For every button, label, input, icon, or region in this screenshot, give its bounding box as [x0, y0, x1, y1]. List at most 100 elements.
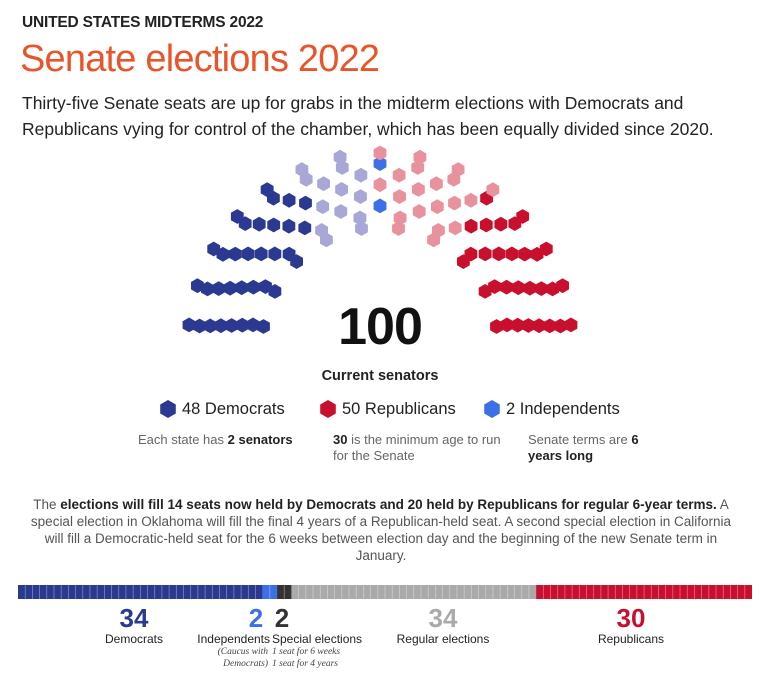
seat-hexagon — [451, 162, 465, 177]
seat-hexagon — [430, 199, 444, 215]
seat-hexagon — [235, 317, 249, 333]
total-senators: 100 — [338, 298, 423, 356]
seat-hexagon — [373, 156, 387, 171]
republicans-count: 30 — [616, 603, 646, 633]
seat-hexagon — [247, 279, 260, 295]
special-elections-note-2: 1 seat for 4 years — [272, 659, 338, 669]
independents-count: 2 — [248, 603, 264, 633]
fact-senators-per-state: Each state has 2 senators — [138, 432, 293, 447]
seat-hexagon — [201, 281, 214, 297]
seat-hexagon — [259, 279, 272, 294]
seat-hexagon — [353, 210, 367, 226]
seat-hexagon — [464, 246, 478, 262]
seat-hexagon — [430, 176, 443, 192]
special-elections-segment — [277, 585, 292, 599]
seat-hexagon — [523, 280, 537, 296]
seat-hexagon — [228, 246, 242, 262]
legend-independents: 2 Independents — [482, 397, 620, 421]
seat-hexagon — [516, 209, 530, 224]
seat-hexagon — [317, 176, 330, 192]
seat-hexagon — [534, 281, 548, 296]
seat-hexagon — [254, 246, 268, 262]
seat-hexagon — [448, 195, 461, 211]
seat-hexagon — [393, 210, 407, 226]
seat-hexagon — [464, 218, 478, 234]
seat-hexagon — [505, 246, 519, 262]
independents-label: Independents — [197, 632, 270, 646]
seat-hexagon — [564, 317, 578, 333]
democrat-hexagon-icon — [160, 400, 176, 418]
republicans-segment — [536, 585, 752, 599]
current-senators-label: Current senators — [321, 368, 439, 384]
democrats-label: Democrats — [104, 632, 163, 646]
seat-hexagon — [500, 279, 513, 295]
seat-hexagon — [267, 217, 281, 233]
kicker: UNITED STATES MIDTERMS 2022 — [22, 14, 264, 31]
seat-hexagon — [225, 318, 238, 333]
regular-elections-label: Regular elections — [396, 632, 490, 646]
regular-elections-count: 34 — [428, 603, 458, 633]
fact-minimum-age: 30 is the minimum age to run for the Sen… — [333, 432, 501, 463]
seat-hexagon — [268, 246, 282, 262]
seat-hexagon — [334, 204, 348, 219]
seat-hexagon — [373, 198, 387, 214]
seat-hexagon — [230, 209, 244, 224]
seat-breakdown-bar — [18, 585, 752, 599]
seat-hexagon — [333, 149, 347, 165]
seat-hexagon — [295, 162, 309, 177]
seat-hexagon — [257, 319, 270, 334]
seat-hexagon — [315, 223, 328, 238]
seat-hexagon — [412, 204, 426, 219]
seat-hexagon — [191, 278, 204, 294]
seat-hexagon — [354, 189, 367, 204]
seat-hexagon — [464, 192, 478, 208]
page-title: Senate elections 2022 — [20, 38, 380, 80]
special-elections-note-1: 1 seat for 6 weeks — [272, 647, 341, 657]
elections-paragraph: The elections will fill 14 seats now hel… — [30, 497, 732, 563]
seat-hexagon — [235, 280, 249, 296]
independent-hexagon-icon — [484, 400, 500, 418]
seat-hexagon — [212, 281, 226, 296]
seat-hexagon — [479, 217, 493, 233]
seat-hexagon — [373, 177, 387, 193]
seat-hexagon — [392, 221, 405, 236]
seat-hexagon — [490, 319, 503, 334]
seat-hexagon — [539, 241, 553, 257]
seat-hexagon — [413, 149, 427, 165]
seat-hexagon — [373, 145, 387, 161]
seat-hexagon — [282, 246, 296, 262]
seat-hexagon — [494, 216, 508, 232]
seat-hexagon — [488, 279, 501, 294]
seat-hexagon — [203, 318, 217, 334]
seat-hexagon — [511, 317, 525, 333]
seat-hexagon — [207, 241, 221, 257]
seat-hexagon — [554, 318, 567, 334]
seat-hexagon — [511, 280, 525, 296]
seat-hexagon — [214, 318, 228, 334]
seat-hexagon — [355, 221, 368, 236]
seat-hexagon — [393, 189, 406, 204]
seat-hexagon — [282, 192, 296, 208]
seat-hexagon — [260, 182, 274, 198]
seat-hexagon — [392, 167, 406, 183]
seat-hexagon — [432, 223, 445, 238]
seat-hexagon — [518, 246, 532, 262]
legend-republicans: 50 Republicans — [318, 397, 456, 421]
legend-republicans-label: 50 Republicans — [342, 399, 456, 418]
seat-hexagon — [522, 318, 535, 333]
independents-note: (Caucus with Democrats) — [217, 647, 268, 669]
seat-hexagon — [354, 167, 368, 183]
seat-hexagon — [546, 281, 559, 297]
seat-hexagon — [448, 220, 462, 236]
regular-elections-segment — [291, 585, 537, 599]
seat-hexagon — [298, 220, 312, 236]
special-elections-count: 2 — [274, 603, 290, 633]
seat-hexagon — [223, 280, 237, 296]
seat-hexagon — [193, 318, 206, 334]
senate-chamber-chart — [182, 145, 578, 334]
democrats-segment — [18, 585, 263, 599]
independents-segment — [262, 585, 278, 599]
fact-term-length: Senate terms are 6 years long — [528, 432, 639, 463]
legend-democrats-label: 48 Democrats — [182, 399, 285, 418]
seat-hexagon — [543, 318, 557, 334]
